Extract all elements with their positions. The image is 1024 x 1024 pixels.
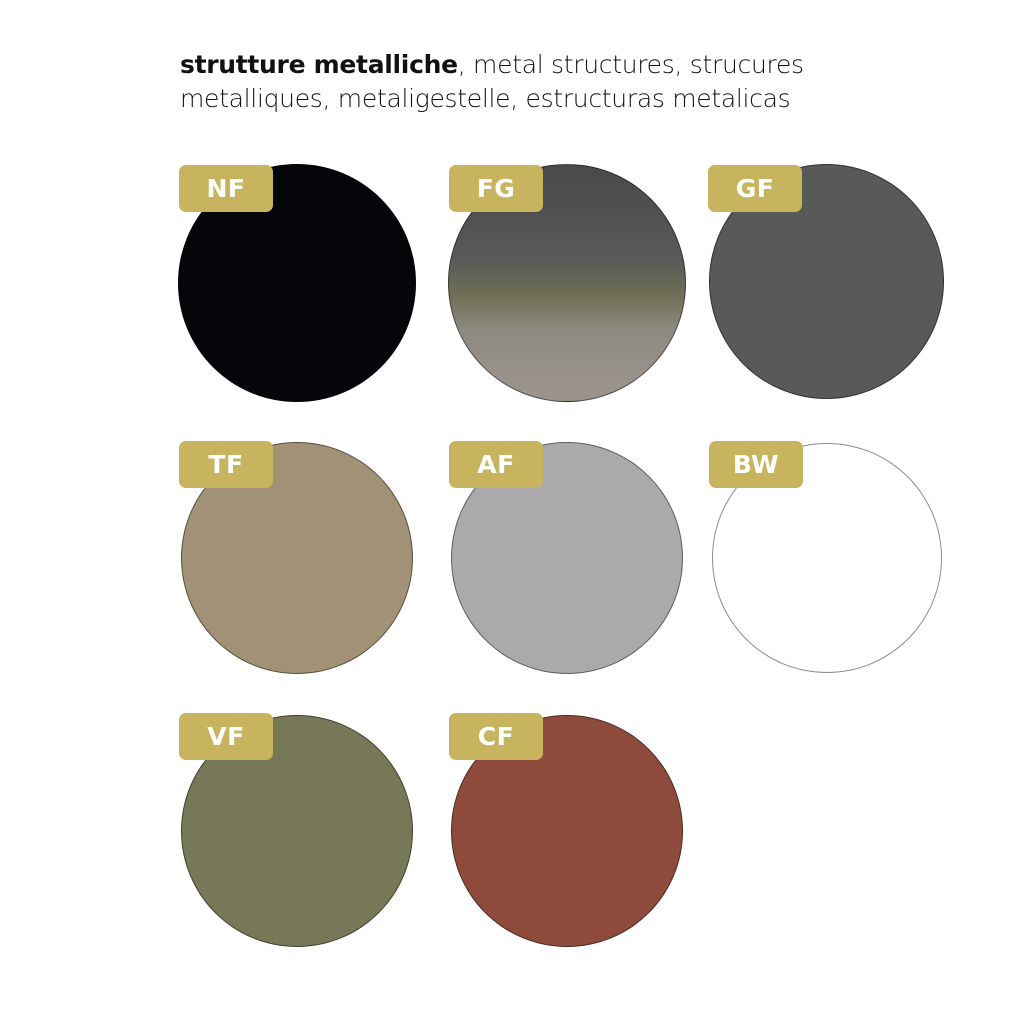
swatch-code-badge: GF (708, 165, 802, 212)
swatch-code-badge: BW (709, 441, 803, 488)
swatch-code-badge: AF (449, 441, 543, 488)
title-rest: , metal structures, strucures metallique… (180, 50, 804, 113)
title-bold: strutture metalliche (180, 50, 458, 79)
swatch-code-badge: FG (449, 165, 543, 212)
swatch-code-badge: VF (179, 713, 273, 760)
swatch-code-badge: NF (179, 165, 273, 212)
page-title: strutture metalliche, metal structures, … (180, 48, 880, 116)
swatch-code-badge: TF (179, 441, 273, 488)
swatch-code-badge: CF (449, 713, 543, 760)
